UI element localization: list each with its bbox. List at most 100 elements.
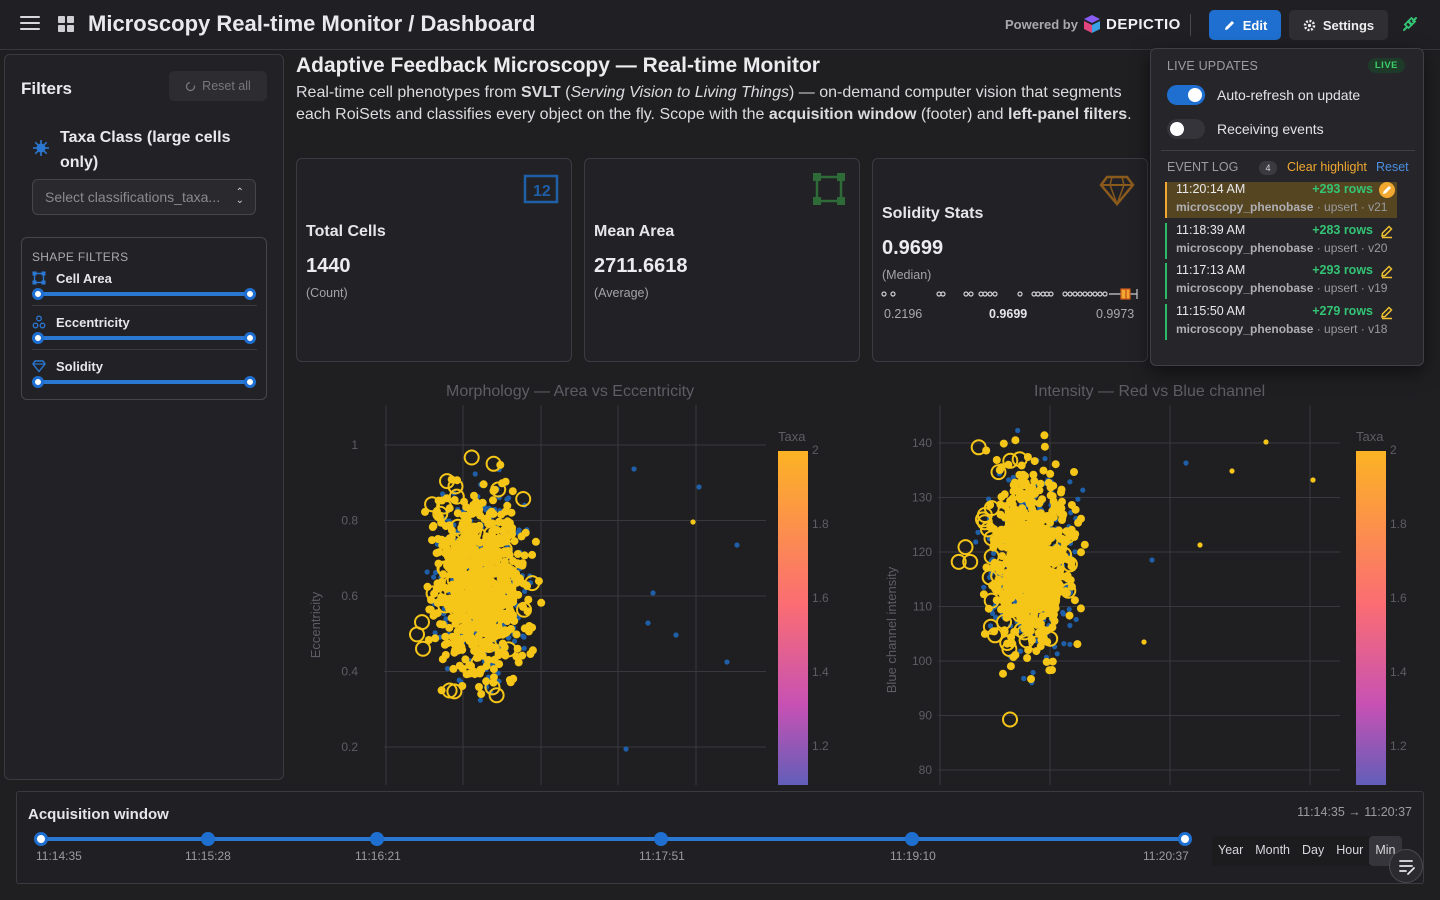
granularity-year[interactable]: Year bbox=[1218, 843, 1244, 857]
event-log-item[interactable]: 11:20:14 AM +293 rows microscopy_phenoba… bbox=[1165, 182, 1397, 218]
scatter-point-large bbox=[1056, 546, 1073, 563]
scatter-point bbox=[1029, 470, 1038, 479]
scatter-point bbox=[1050, 617, 1059, 625]
scatter-point bbox=[458, 565, 467, 574]
y-axis-label: Blue channel intensity bbox=[884, 566, 899, 693]
toggle-knob bbox=[1188, 88, 1202, 102]
settings-button[interactable]: Settings bbox=[1289, 10, 1388, 40]
scatter-point-large bbox=[1016, 624, 1033, 641]
scatter-point-large bbox=[996, 614, 1012, 630]
cell-area-slider-track[interactable] bbox=[38, 292, 250, 296]
time-slider-mark[interactable] bbox=[201, 832, 215, 846]
scatter-point-large bbox=[484, 679, 501, 696]
scatter-point bbox=[1057, 485, 1066, 494]
time-slider-mark[interactable] bbox=[370, 832, 384, 846]
granularity-hour[interactable]: Hour bbox=[1336, 843, 1364, 857]
solidity-slider-track[interactable] bbox=[38, 380, 250, 384]
granularity-day[interactable]: Day bbox=[1302, 843, 1325, 857]
solidity-max-handle[interactable] bbox=[244, 376, 256, 388]
filters-title: Filters bbox=[21, 79, 73, 98]
taxa-class-select[interactable]: Select classifications_taxa... ⌃ ⌄ bbox=[32, 179, 256, 215]
scatter-point bbox=[522, 588, 528, 595]
scatter-point bbox=[1046, 483, 1055, 492]
intensity-scatter-plot[interactable]: 140 130 120 110 100 90 80 Blue channel intensit… bbox=[870, 405, 1430, 785]
y-tick-label: 90 bbox=[919, 709, 933, 723]
top-bar: Microscopy Real-time Monitor / Dashboard… bbox=[0, 0, 1440, 50]
reset-all-button[interactable]: Reset all bbox=[169, 71, 267, 101]
total-cells-title: Total Cells bbox=[306, 223, 386, 240]
triangle-circles-icon bbox=[32, 315, 46, 329]
scatter-point-large bbox=[1020, 582, 1037, 599]
auto-refresh-toggle[interactable] bbox=[1167, 85, 1205, 105]
scatter-point-large bbox=[470, 654, 487, 671]
scatter-point bbox=[1056, 566, 1064, 575]
scatter-point bbox=[989, 535, 998, 544]
scatter-point bbox=[500, 547, 509, 556]
scatter-point-large bbox=[441, 682, 458, 699]
cell-area-min-handle[interactable] bbox=[32, 288, 44, 300]
cell-area-max-handle[interactable] bbox=[244, 288, 256, 300]
scatter-point bbox=[489, 665, 498, 674]
scatter-point-large bbox=[998, 586, 1015, 602]
scatter-point bbox=[1077, 514, 1085, 523]
notes-fab-button[interactable] bbox=[1389, 849, 1423, 883]
scatter-point-large bbox=[483, 525, 500, 542]
scatter-point bbox=[498, 639, 507, 648]
event-log-item[interactable]: 11:15:50 AM +279 rows microscopy_phenoba… bbox=[1165, 304, 1397, 340]
time-slider-start-handle[interactable] bbox=[34, 832, 48, 846]
menu-icon[interactable] bbox=[20, 16, 40, 32]
mean-area-title: Mean Area bbox=[594, 223, 675, 240]
scatter-point-large bbox=[983, 530, 1000, 547]
event-log-item[interactable]: 11:17:13 AM +293 rows microscopy_phenoba… bbox=[1165, 263, 1397, 299]
granularity-month[interactable]: Month bbox=[1255, 843, 1291, 857]
time-slider-track[interactable] bbox=[41, 837, 1185, 841]
eccentricity-slider-track[interactable] bbox=[38, 336, 250, 340]
scatter-point bbox=[1014, 556, 1023, 565]
scatter-point bbox=[490, 485, 499, 494]
scatter-point bbox=[512, 630, 521, 639]
scatter-point bbox=[1042, 657, 1051, 666]
scatter-point bbox=[1061, 641, 1067, 647]
reset-link[interactable]: Reset bbox=[1376, 160, 1409, 174]
time-slider-mark[interactable] bbox=[905, 832, 919, 846]
eccentricity-max-handle[interactable] bbox=[244, 332, 256, 344]
colorbar-tick-label: 1.2 bbox=[1390, 739, 1407, 753]
granularity-selector: Year Month Day Hour Min bbox=[1212, 836, 1402, 866]
intensity-plot-title: Intensity — Red vs Blue channel bbox=[1034, 383, 1266, 400]
scatter-point-large bbox=[447, 600, 464, 617]
scatter-point bbox=[998, 552, 1007, 561]
time-slider-mark[interactable] bbox=[654, 832, 668, 846]
morphology-scatter-plot[interactable]: 1 0.8 0.6 0.4 0.2 Eccentricity Taxa 2 1.8 1.6 1.4 1… bbox=[296, 405, 856, 785]
scatter-point bbox=[1039, 466, 1048, 475]
plug-connected-icon[interactable] bbox=[1400, 14, 1420, 34]
scatter-point bbox=[1016, 614, 1025, 622]
receiving-events-toggle[interactable] bbox=[1167, 119, 1205, 139]
scatter-point bbox=[631, 466, 637, 472]
clear-highlight-link[interactable]: Clear highlight bbox=[1287, 160, 1367, 174]
mean-area-subtitle: (Average) bbox=[594, 286, 649, 300]
dashboard-title: Adaptive Feedback Microscopy — Real-time… bbox=[296, 54, 820, 77]
desc-svlt-long: Serving Vision to Living Things bbox=[570, 84, 789, 101]
event-log-item[interactable]: 11:18:39 AM +283 rows microscopy_phenoba… bbox=[1165, 223, 1397, 259]
eccentricity-min-handle[interactable] bbox=[32, 332, 44, 344]
scatter-point bbox=[1023, 654, 1032, 662]
edit-button[interactable]: Edit bbox=[1209, 10, 1281, 40]
scatter-point bbox=[487, 507, 496, 516]
solidity-min-handle[interactable] bbox=[32, 376, 44, 388]
scatter-point bbox=[1080, 487, 1086, 493]
scatter-point bbox=[453, 509, 462, 518]
scatter-point-large bbox=[980, 521, 996, 538]
scatter-point bbox=[724, 659, 730, 665]
time-slider-end-handle[interactable] bbox=[1178, 832, 1192, 846]
desc-end: . bbox=[1127, 106, 1132, 123]
depictio-logo[interactable]: DEPICTIO bbox=[1082, 14, 1181, 34]
scatter-point-large bbox=[962, 553, 979, 570]
scatter-point bbox=[650, 590, 656, 596]
scatter-point-large bbox=[970, 439, 987, 456]
scatter-point bbox=[524, 595, 533, 604]
scatter-point-large bbox=[976, 507, 993, 523]
event-rows: +283 rows bbox=[1312, 223, 1373, 237]
scatter-point-large bbox=[446, 572, 463, 589]
scatter-point bbox=[997, 542, 1006, 551]
solidity-max: 0.9973 bbox=[1096, 307, 1135, 321]
